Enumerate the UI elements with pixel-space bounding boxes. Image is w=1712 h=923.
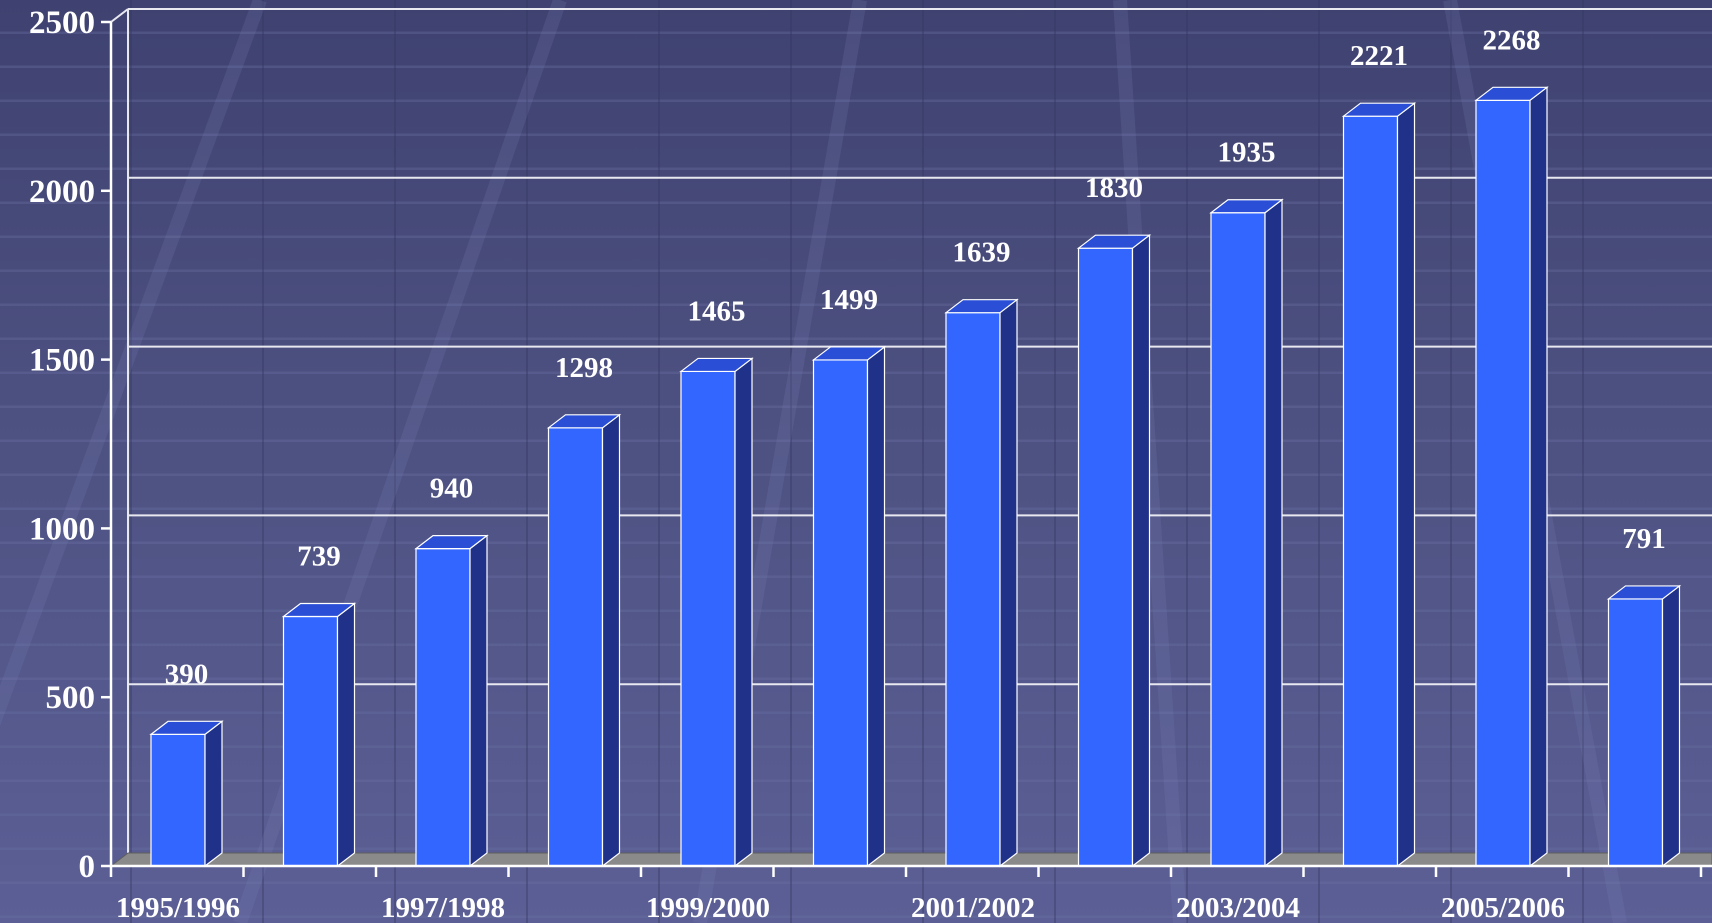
bar-11	[1606, 584, 1682, 868]
y-tick-label-0: 0	[79, 849, 96, 885]
bar-top	[149, 720, 224, 735]
bar-top	[1076, 234, 1152, 249]
bar-side	[601, 413, 621, 868]
data-label-4: 1465	[688, 295, 746, 327]
bars	[149, 86, 1682, 868]
bar-front	[1342, 115, 1399, 867]
y-tick-label-2: 1000	[29, 511, 95, 547]
bar-3	[546, 413, 622, 868]
bar-top	[679, 357, 754, 373]
x-tick-label-8: 2003/2004	[1176, 892, 1300, 923]
bar-side	[1264, 198, 1283, 868]
bar-5	[811, 345, 887, 868]
axes: 0 500 1000 1500 2000 2500 1995/1996 1997/1998 19…	[29, 5, 1712, 923]
bar-side	[734, 357, 753, 868]
bar-4	[679, 357, 754, 868]
plot-area	[109, 8, 1712, 867]
x-tick-label-10: 2005/2006	[1441, 892, 1565, 923]
bar-6	[944, 298, 1019, 868]
data-label-9: 2221	[1350, 40, 1408, 72]
x-tick-label-0: 1995/1996	[116, 892, 240, 923]
y-tick-label-5: 2500	[29, 5, 95, 41]
bar-7	[1076, 233, 1152, 868]
bar-side	[999, 298, 1018, 868]
data-label-11: 791	[1622, 523, 1666, 555]
bar-front	[150, 733, 206, 867]
bar-front	[680, 370, 736, 867]
bar-front	[547, 427, 604, 867]
data-label-10: 2268	[1483, 24, 1541, 56]
bar-8	[1209, 198, 1284, 868]
bar-side	[469, 534, 488, 868]
data-label-3: 1298	[555, 352, 613, 384]
bar-top	[546, 414, 622, 429]
bar-top	[1209, 199, 1284, 214]
data-label-2: 940	[430, 473, 474, 505]
bar-top	[414, 535, 489, 550]
bar-front	[945, 312, 1001, 867]
bar-1	[281, 602, 357, 868]
wall-top-connector	[110, 8, 129, 23]
bar-side	[204, 720, 223, 868]
data-label-8: 1935	[1218, 137, 1276, 169]
data-labels: 390 739 940 1298 1465 1499 1639 1830 1935 2221 226…	[165, 24, 1666, 690]
bar-side	[1529, 86, 1548, 868]
bar-side	[866, 345, 886, 868]
x-tick-label-2: 1997/1998	[381, 892, 505, 923]
bar-front	[812, 359, 869, 867]
data-label-1: 739	[297, 541, 341, 573]
bar-top	[811, 346, 887, 361]
background-diagonal-0	[0, 0, 267, 727]
bar-front	[1210, 212, 1266, 867]
bar-front	[282, 615, 339, 867]
bar-0	[149, 720, 224, 868]
bar-front	[1607, 598, 1664, 867]
bar-10	[1474, 86, 1549, 868]
bar-front	[1475, 99, 1531, 867]
bar-front	[415, 548, 471, 867]
bar-side	[1396, 101, 1416, 868]
data-label-7: 1830	[1085, 172, 1143, 204]
bar-side	[1661, 584, 1681, 868]
y-tick-label-1: 500	[46, 680, 96, 716]
bar-side	[1131, 233, 1151, 868]
y-tick-label-3: 1500	[29, 343, 95, 379]
bar-top	[1606, 585, 1682, 600]
x-tick-label-4: 1999/2000	[646, 892, 770, 923]
data-label-0: 390	[165, 658, 209, 690]
data-label-5: 1499	[820, 284, 878, 316]
bar-top	[1474, 86, 1549, 101]
bar-side	[336, 602, 356, 868]
bar-9	[1341, 101, 1417, 868]
y-tick-label-4: 2000	[29, 174, 95, 210]
bar-front	[1077, 247, 1134, 867]
bar-top	[1341, 102, 1417, 117]
bar-top	[281, 602, 357, 618]
data-label-6: 1639	[953, 237, 1011, 269]
bar-2	[414, 534, 489, 868]
bar-top	[944, 299, 1019, 314]
x-tick-label-6: 2001/2002	[911, 892, 1035, 923]
